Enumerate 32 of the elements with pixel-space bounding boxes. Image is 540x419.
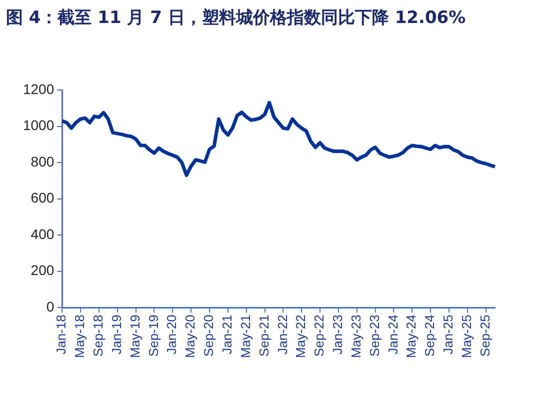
x-tick-label: May-25 [458, 314, 474, 358]
x-tick-label: Sep-20 [201, 314, 216, 357]
chart-title: 图 4：截至 11 月 7 日，塑料城价格指数同比下降 12.06% [6, 7, 467, 30]
x-tick-label: May-22 [293, 314, 308, 358]
y-tick-label: 600 [30, 190, 54, 206]
x-tick-label: Jan-19 [108, 314, 124, 354]
x-tick-label: Sep-25 [477, 314, 492, 357]
x-tick-label: Sep-21 [256, 314, 272, 357]
x-tick-label: Jan-25 [440, 314, 456, 354]
y-tick-label: 1000 [22, 117, 54, 134]
x-tick-label: Jan-24 [385, 314, 400, 354]
y-tick-label: 400 [30, 226, 54, 242]
x-tick-label: May-24 [404, 314, 419, 358]
x-tick-label: Jan-18 [54, 314, 69, 354]
x-tick-label: Sep-23 [366, 314, 382, 357]
x-tick-label: Sep-18 [90, 314, 106, 357]
x-tick-label: May-20 [182, 314, 198, 358]
x-tick-label: Jan-20 [164, 314, 180, 354]
x-tick-label: May-23 [348, 314, 364, 358]
x-tick-label: May-21 [238, 314, 253, 358]
x-tick-label: Sep-22 [312, 314, 327, 357]
y-tick-label: 200 [30, 262, 54, 278]
y-tick-label: 0 [46, 298, 54, 315]
x-tick-label: Jan-22 [274, 314, 290, 354]
x-tick-label: Jan-21 [219, 314, 234, 354]
y-tick-label: 800 [30, 153, 54, 170]
x-tick-label: Sep-24 [422, 314, 438, 357]
x-tick-label: May-19 [127, 314, 142, 358]
y-tick-label: 1200 [22, 80, 54, 97]
x-tick-label: Sep-19 [146, 314, 161, 357]
x-tick-label: Jan-23 [330, 314, 346, 354]
x-tick-label: May-18 [72, 314, 88, 358]
